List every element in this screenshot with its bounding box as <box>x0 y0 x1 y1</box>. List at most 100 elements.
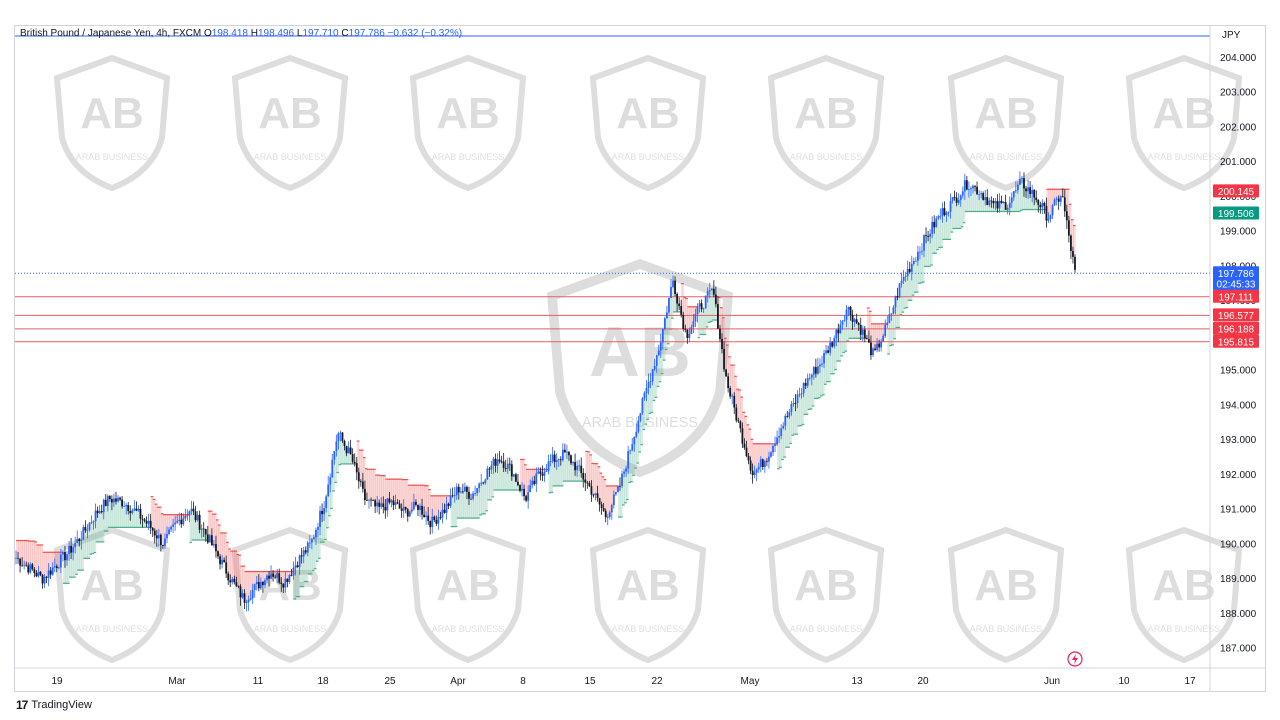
trend-band-segment <box>575 470 578 482</box>
trend-stop-line <box>934 252 937 254</box>
candle-body <box>957 200 960 203</box>
trend-stop-line <box>383 475 386 477</box>
candle-body <box>976 186 978 195</box>
trend-stop-line <box>120 526 123 528</box>
trend-band-segment <box>64 560 68 584</box>
trend-stop-line <box>489 499 493 501</box>
trend-stop-line <box>619 516 623 518</box>
candle-body <box>904 276 907 278</box>
trend-stop-line <box>734 375 737 377</box>
candle-body <box>53 566 56 568</box>
shield-icon <box>767 526 885 664</box>
trend-stop-line <box>656 385 660 388</box>
trend-stop-line <box>471 517 474 519</box>
trend-band-segment <box>1028 187 1031 210</box>
trend-stop-line <box>654 396 658 398</box>
trend-stop-line <box>199 539 203 541</box>
candle-body <box>1035 197 1038 200</box>
trend-stop-line <box>944 238 948 240</box>
trend-band-segment <box>199 529 203 541</box>
candle-body <box>610 505 613 513</box>
candle-body <box>719 328 721 339</box>
candle-body <box>655 355 658 367</box>
trend-stop-line <box>336 471 339 474</box>
trend-band-segment <box>489 469 493 500</box>
trend-stop-line <box>371 468 374 470</box>
symbol-legend[interactable]: British Pound / Japanese Yen, 4h, FXCM O… <box>20 28 462 39</box>
trend-stop-line <box>87 557 91 559</box>
trend-band-segment <box>1064 189 1068 212</box>
trend-stop-line <box>209 510 213 512</box>
trend-stop-line <box>18 539 21 542</box>
candle-body <box>935 218 938 228</box>
trend-stop-line <box>501 489 505 491</box>
trend-stop-line <box>468 517 472 519</box>
candle-body <box>217 551 219 557</box>
trend-stop-line <box>713 319 717 321</box>
trend-stop-line <box>817 396 821 399</box>
trend-band-segment <box>597 466 601 499</box>
trend-band-segment <box>666 312 670 344</box>
trend-band-segment <box>499 461 503 491</box>
trend-stop-line <box>626 499 629 501</box>
trend-band-segment <box>173 514 176 525</box>
candle-body <box>923 235 925 251</box>
trend-band-segment <box>811 374 815 406</box>
candle-body <box>845 309 848 320</box>
trend-band-segment <box>960 195 964 227</box>
trend-stop-line <box>722 317 725 319</box>
trend-band-segment <box>881 323 884 342</box>
trend-band-segment <box>699 303 703 335</box>
trend-stop-line <box>905 306 909 309</box>
trend-stop-line <box>85 557 89 559</box>
candle-body <box>641 398 644 414</box>
trend-band-segment <box>921 250 925 283</box>
candle-body <box>555 459 558 462</box>
lightning-icon[interactable] <box>1067 651 1083 667</box>
trend-band-segment <box>744 416 748 448</box>
trend-band-segment <box>405 479 409 510</box>
candle-body <box>786 415 789 417</box>
trend-stop-line <box>146 526 150 528</box>
trend-stop-line <box>1036 208 1039 211</box>
candle-body <box>131 510 134 514</box>
candle-body <box>853 319 856 322</box>
trend-band-segment <box>240 566 244 598</box>
candle-body <box>1000 200 1003 203</box>
trend-stop-line <box>552 485 556 487</box>
candle-body <box>978 194 980 196</box>
trend-band-segment <box>560 460 564 486</box>
trend-stop-line <box>960 226 964 228</box>
candle-body <box>759 459 762 467</box>
candle-body <box>412 501 415 510</box>
candle-body <box>945 212 948 216</box>
trend-band-segment <box>1005 209 1009 212</box>
trend-stop-line <box>505 489 509 491</box>
candle-body <box>1029 187 1032 195</box>
trend-stop-line <box>428 488 431 491</box>
price-tag-label: 196.577 <box>1218 311 1255 322</box>
trend-stop-line <box>158 506 162 508</box>
candle-body <box>900 280 903 284</box>
price-tag <box>1213 321 1259 335</box>
candle-body <box>998 200 1001 209</box>
candle-body <box>341 432 344 441</box>
candle-body <box>251 589 254 599</box>
candle-body <box>482 482 485 484</box>
trend-band-segment <box>175 514 178 523</box>
trend-band-segment <box>356 441 360 473</box>
trend-band-segment <box>762 443 766 467</box>
trend-stop-line <box>322 541 325 543</box>
trend-stop-line <box>954 227 958 230</box>
price-tag <box>1213 308 1259 322</box>
symbol-name[interactable]: British Pound / Japanese Yen, 4h, FXCM <box>20 28 202 39</box>
candle-body <box>984 197 987 200</box>
trend-stop-line <box>420 484 423 486</box>
candle-body <box>457 486 460 493</box>
trend-band-segment <box>511 476 515 491</box>
candle-body <box>308 542 311 544</box>
tradingview-footer[interactable]: 17 TradingView <box>16 698 92 712</box>
candle-body <box>653 366 656 370</box>
watermark-monogram: AB <box>436 89 500 138</box>
